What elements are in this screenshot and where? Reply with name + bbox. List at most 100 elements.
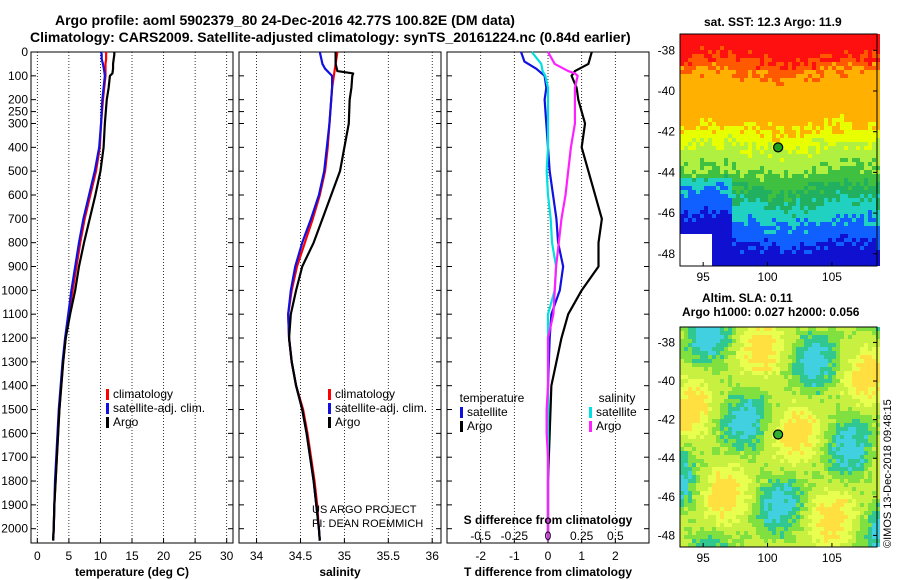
map-x-tick-label: 95	[696, 551, 710, 565]
depth-tick-label: 250	[8, 105, 28, 119]
legend-label: Argo	[113, 415, 139, 429]
x-tick-label: 34	[250, 549, 264, 563]
x-axis-label-difference: T difference from climatology	[464, 565, 632, 579]
x-tick-label: 36	[426, 549, 440, 563]
map-y-tick-label: -42	[658, 413, 676, 427]
map-x-tick-label: 95	[696, 270, 710, 284]
x-tick-label: 10	[94, 549, 108, 563]
depth-tick-label: 600	[8, 188, 28, 202]
legend-swatch	[460, 421, 463, 432]
sst-map-title: sat. SST: 12.3 Argo: 11.9	[704, 15, 842, 29]
legend-label: satellite-adj. clim.	[113, 401, 205, 415]
x-tick-label: 1	[578, 549, 585, 563]
x-tick-label: -2	[475, 549, 486, 563]
depth-tick-label: 1400	[1, 379, 28, 393]
series-salinity-argo	[545, 51, 579, 541]
x-tick-label: 20	[157, 549, 171, 563]
legend-label: satellite	[467, 405, 508, 419]
map-frame	[679, 326, 878, 548]
depth-tick-label: 1900	[1, 498, 28, 512]
depth-tick-label: 100	[8, 69, 28, 83]
map-y-tick-label: -38	[658, 335, 676, 349]
series-argo	[287, 52, 355, 541]
series-temperature-argo	[546, 51, 603, 541]
secondary-tick-label: -0.25	[501, 529, 529, 543]
depth-tick-label: 2000	[1, 522, 28, 536]
legend-label: Argo	[596, 419, 622, 433]
legend-swatch	[328, 403, 331, 414]
legend-label: Argo	[467, 419, 493, 433]
depth-tick-label: 900	[8, 260, 28, 274]
depth-tick-label: 1000	[1, 283, 28, 297]
argo-location-marker	[773, 429, 784, 440]
sla-map-title-2: Argo h1000: 0.027 h2000: 0.056	[682, 305, 860, 319]
title-line-2: Climatology: CARS2009. Satellite-adjuste…	[30, 29, 631, 45]
legend-swatch	[106, 417, 109, 428]
secondary-tick-label: -0.5	[470, 529, 491, 543]
map-y-tick-label: -48	[658, 528, 676, 542]
x-axis-label-salinity: salinity	[319, 565, 361, 579]
map-frame	[679, 33, 878, 267]
legend-swatch	[328, 389, 331, 400]
legend-label: Argo	[335, 415, 361, 429]
map-y-tick-label: -44	[658, 451, 676, 465]
secondary-tick-label: 0	[545, 529, 552, 543]
sst-map	[679, 33, 880, 267]
depth-tick-label: 1500	[1, 403, 28, 417]
x-tick-label: 25	[188, 549, 202, 563]
legend-swatch	[589, 421, 592, 432]
map-x-tick-label: 105	[822, 270, 842, 284]
x-tick-label: 0	[34, 549, 41, 563]
legend-swatch	[589, 407, 592, 418]
series-argo	[51, 52, 116, 541]
depth-tick-label: 0	[21, 45, 28, 59]
legend-swatch	[460, 407, 463, 418]
map-y-tick-label: -48	[658, 247, 676, 261]
x-tick-label: 30	[220, 549, 234, 563]
legend-swatch	[106, 403, 109, 414]
argo-location-marker	[773, 142, 784, 153]
pi-label: PI: DEAN ROEMMICH	[312, 518, 423, 530]
x-tick-label: 15	[125, 549, 139, 563]
map-y-tick-label: -46	[658, 490, 676, 504]
legend-title-salinity: salinity	[599, 391, 636, 405]
x-tick-label: -1	[509, 549, 520, 563]
secondary-axis-label: S difference from climatology	[464, 513, 633, 527]
sla-map	[679, 326, 880, 548]
depth-tick-label: 1800	[1, 474, 28, 488]
map-y-tick-label: -46	[658, 206, 676, 220]
depth-tick-label: 300	[8, 117, 28, 131]
x-tick-label: 0	[545, 549, 552, 563]
x-tick-label: 5	[66, 549, 73, 563]
map-y-tick-label: -38	[658, 43, 676, 57]
depth-tick-label: 1200	[1, 331, 28, 345]
legend-label: climatology	[113, 387, 173, 401]
series-salinity-satellite	[530, 51, 558, 541]
x-tick-label: 34.5	[289, 549, 313, 563]
x-tick-label: 2	[612, 549, 619, 563]
map-x-tick-label: 105	[822, 551, 842, 565]
x-tick-label: 35.5	[377, 549, 401, 563]
legend-label: climatology	[335, 387, 395, 401]
depth-tick-label: 1700	[1, 450, 28, 464]
depth-tick-label: 700	[8, 212, 28, 226]
sla-map-title-1: Altim. SLA: 0.11	[702, 291, 793, 305]
depth-tick-label: 1100	[2, 307, 28, 321]
map-y-tick-label: -40	[658, 84, 676, 98]
secondary-tick-label: 0.25	[570, 529, 594, 543]
map-y-tick-label: -44	[658, 165, 676, 179]
map-x-tick-label: 100	[758, 551, 778, 565]
legend-label: satellite-adj. clim.	[335, 401, 427, 415]
legend-swatch	[328, 417, 331, 428]
depth-tick-label: 500	[8, 164, 28, 178]
project-label: US ARGO PROJECT	[312, 504, 417, 516]
map-y-tick-label: -40	[658, 374, 676, 388]
legend-title-temperature: temperature	[460, 391, 525, 405]
depth-tick-label: 1600	[1, 426, 28, 440]
title-line-1: Argo profile: aoml 5902379_80 24-Dec-201…	[55, 12, 515, 28]
depth-tick-label: 800	[8, 236, 28, 250]
secondary-tick-label: 0.5	[607, 529, 624, 543]
legend-label: satellite	[596, 405, 637, 419]
